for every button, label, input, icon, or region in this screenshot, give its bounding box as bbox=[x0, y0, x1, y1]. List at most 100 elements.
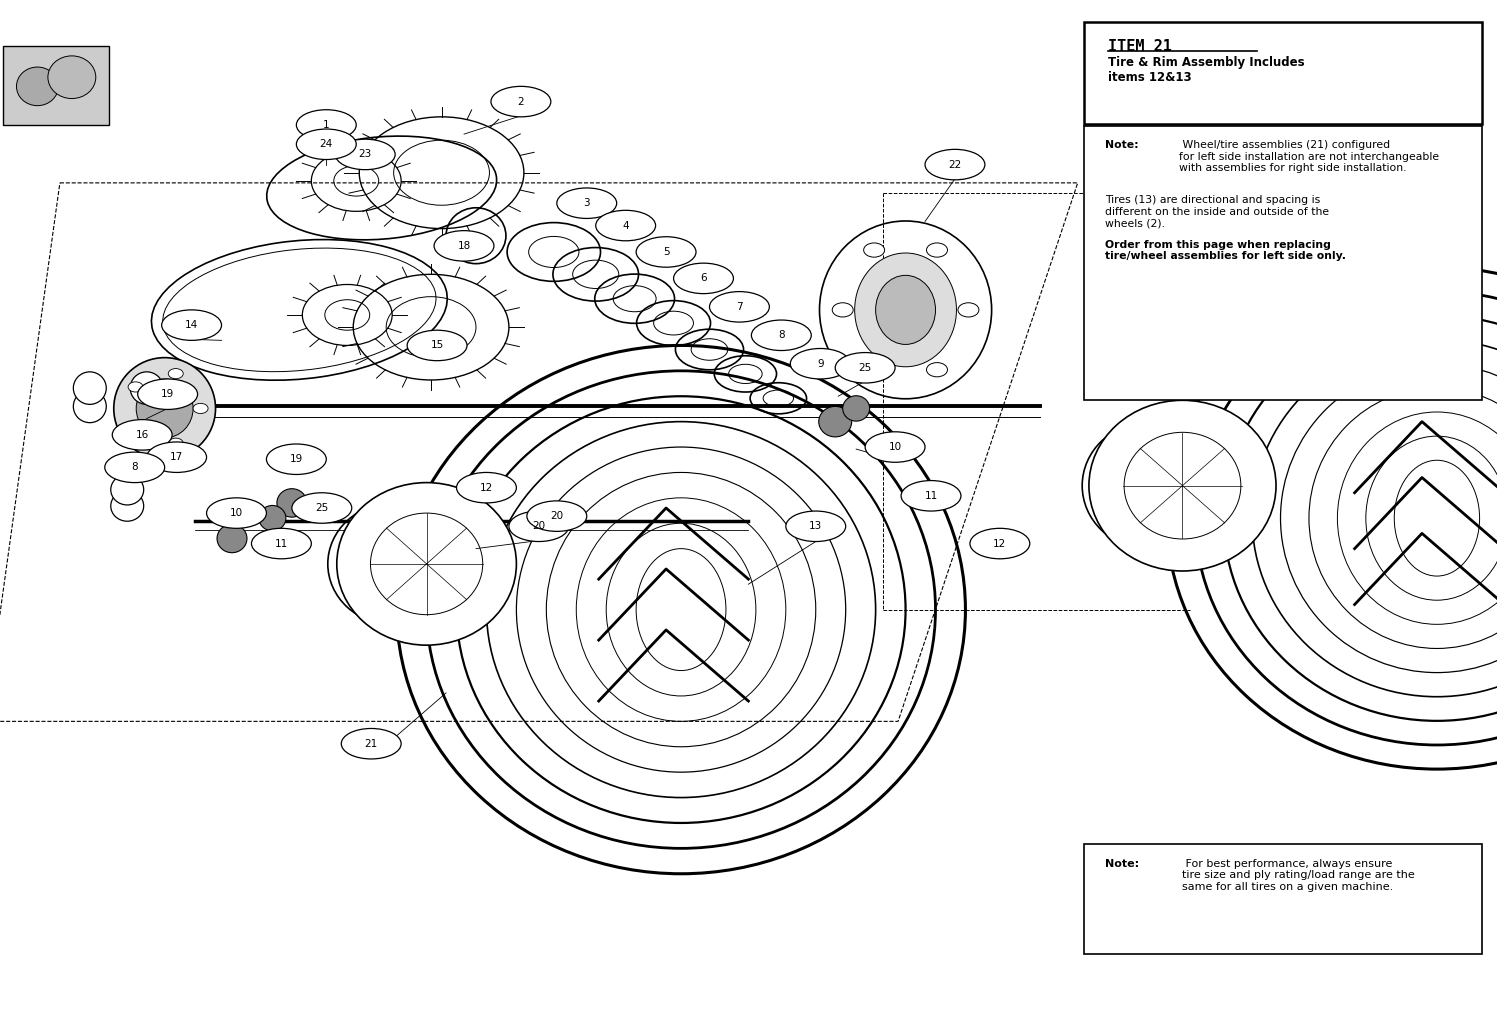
Text: 18: 18 bbox=[457, 241, 471, 251]
Text: 20: 20 bbox=[533, 521, 545, 531]
Ellipse shape bbox=[819, 221, 991, 398]
Ellipse shape bbox=[74, 390, 106, 423]
Ellipse shape bbox=[407, 330, 466, 361]
Text: 13: 13 bbox=[809, 521, 822, 531]
Circle shape bbox=[169, 369, 183, 379]
Ellipse shape bbox=[137, 379, 198, 409]
Text: 5: 5 bbox=[662, 247, 670, 257]
Ellipse shape bbox=[925, 149, 985, 180]
Ellipse shape bbox=[48, 56, 95, 99]
Ellipse shape bbox=[267, 444, 326, 474]
Text: 16: 16 bbox=[136, 430, 149, 440]
Ellipse shape bbox=[791, 348, 850, 379]
Ellipse shape bbox=[854, 253, 957, 367]
Ellipse shape bbox=[527, 501, 587, 531]
FancyBboxPatch shape bbox=[1083, 844, 1482, 954]
Circle shape bbox=[833, 303, 853, 317]
Text: 19: 19 bbox=[161, 389, 174, 399]
Ellipse shape bbox=[337, 483, 516, 645]
Circle shape bbox=[128, 382, 143, 392]
Text: 9: 9 bbox=[816, 359, 824, 369]
Ellipse shape bbox=[136, 379, 193, 438]
Text: Tires (13) are directional and spacing is
different on the inside and outside of: Tires (13) are directional and spacing i… bbox=[1105, 195, 1329, 229]
FancyBboxPatch shape bbox=[1083, 22, 1482, 124]
Text: 2: 2 bbox=[518, 97, 524, 107]
Text: Note:: Note: bbox=[1105, 859, 1139, 869]
Ellipse shape bbox=[637, 237, 696, 267]
Text: 22: 22 bbox=[948, 160, 961, 170]
Text: 1: 1 bbox=[323, 120, 329, 130]
Ellipse shape bbox=[865, 432, 925, 462]
Text: 10: 10 bbox=[889, 442, 902, 452]
Ellipse shape bbox=[901, 481, 961, 511]
Circle shape bbox=[863, 243, 884, 257]
Ellipse shape bbox=[74, 372, 106, 404]
Ellipse shape bbox=[112, 420, 172, 450]
Ellipse shape bbox=[875, 275, 936, 344]
FancyBboxPatch shape bbox=[1083, 126, 1482, 400]
Text: 11: 11 bbox=[275, 538, 288, 549]
Ellipse shape bbox=[970, 528, 1029, 559]
Text: 8: 8 bbox=[779, 330, 785, 340]
Ellipse shape bbox=[161, 310, 222, 340]
Circle shape bbox=[927, 243, 948, 257]
Text: 14: 14 bbox=[186, 320, 198, 330]
Text: 12: 12 bbox=[480, 483, 493, 493]
Ellipse shape bbox=[457, 472, 516, 503]
Circle shape bbox=[863, 363, 884, 377]
Text: 3: 3 bbox=[584, 198, 590, 208]
Ellipse shape bbox=[335, 139, 395, 170]
Ellipse shape bbox=[596, 210, 655, 241]
Ellipse shape bbox=[819, 406, 851, 437]
Ellipse shape bbox=[110, 491, 143, 521]
Ellipse shape bbox=[217, 524, 247, 553]
Ellipse shape bbox=[296, 110, 356, 140]
Ellipse shape bbox=[207, 498, 267, 528]
Ellipse shape bbox=[341, 728, 401, 759]
Text: 6: 6 bbox=[700, 273, 706, 283]
Ellipse shape bbox=[17, 67, 59, 106]
Ellipse shape bbox=[786, 511, 845, 542]
Text: Order from this page when replacing
tire/wheel assemblies for left side only.: Order from this page when replacing tire… bbox=[1105, 240, 1346, 261]
Ellipse shape bbox=[252, 528, 311, 559]
Ellipse shape bbox=[296, 129, 356, 160]
Text: Note:: Note: bbox=[1105, 140, 1138, 150]
Text: 19: 19 bbox=[290, 454, 303, 464]
Text: 20: 20 bbox=[551, 511, 563, 521]
Text: 23: 23 bbox=[359, 149, 371, 160]
Text: 25: 25 bbox=[859, 363, 872, 373]
Ellipse shape bbox=[751, 320, 812, 351]
Ellipse shape bbox=[110, 474, 143, 505]
Ellipse shape bbox=[278, 489, 306, 517]
Ellipse shape bbox=[490, 86, 551, 117]
Ellipse shape bbox=[509, 511, 569, 542]
Ellipse shape bbox=[435, 231, 493, 261]
Text: 25: 25 bbox=[315, 503, 329, 513]
Ellipse shape bbox=[113, 358, 216, 459]
Text: 24: 24 bbox=[320, 139, 333, 149]
Ellipse shape bbox=[673, 263, 733, 294]
Text: 7: 7 bbox=[736, 302, 742, 312]
Ellipse shape bbox=[291, 493, 352, 523]
Text: 12: 12 bbox=[993, 538, 1007, 549]
Ellipse shape bbox=[1089, 400, 1277, 571]
Ellipse shape bbox=[260, 506, 285, 531]
Circle shape bbox=[193, 403, 208, 414]
Text: 17: 17 bbox=[171, 452, 183, 462]
Text: 11: 11 bbox=[925, 491, 937, 501]
Text: Tire & Rim Assembly Includes
items 12&13: Tire & Rim Assembly Includes items 12&13 bbox=[1108, 56, 1304, 84]
Ellipse shape bbox=[709, 292, 770, 322]
Text: 10: 10 bbox=[229, 508, 243, 518]
Ellipse shape bbox=[146, 442, 207, 472]
Ellipse shape bbox=[104, 452, 164, 483]
Text: ITEM 21: ITEM 21 bbox=[1108, 39, 1171, 54]
Circle shape bbox=[927, 363, 948, 377]
Circle shape bbox=[128, 425, 143, 435]
Circle shape bbox=[169, 438, 183, 448]
Text: For best performance, always ensure
tire size and ply rating/load range are the
: For best performance, always ensure tire… bbox=[1183, 859, 1415, 892]
Ellipse shape bbox=[130, 372, 163, 404]
Text: 8: 8 bbox=[131, 462, 137, 472]
Text: 21: 21 bbox=[365, 739, 377, 749]
FancyBboxPatch shape bbox=[3, 46, 109, 125]
Ellipse shape bbox=[557, 188, 617, 218]
